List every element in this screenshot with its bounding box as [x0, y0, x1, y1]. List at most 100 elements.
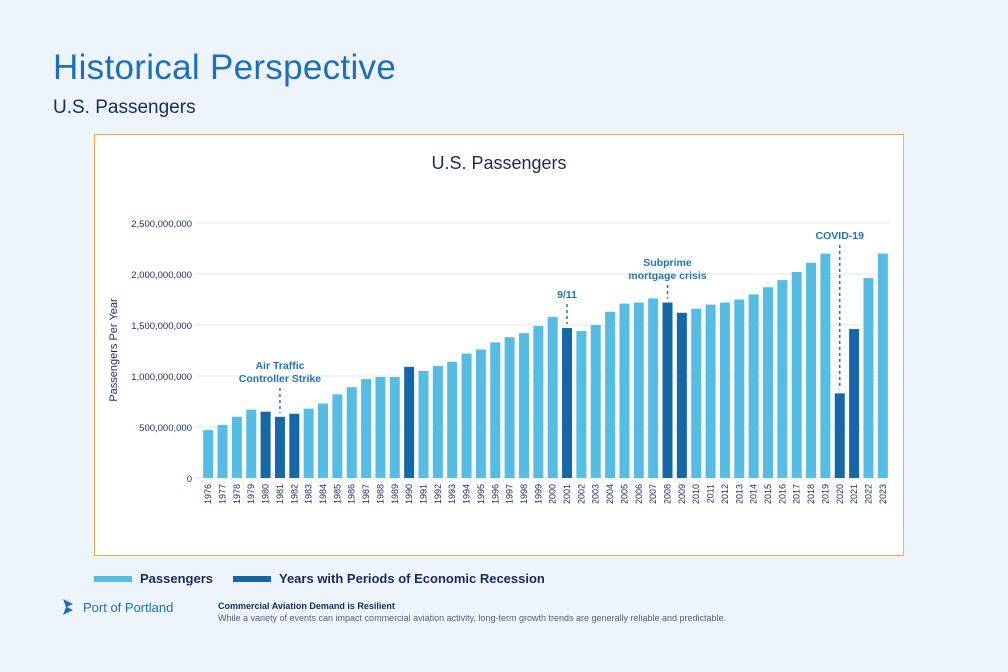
- page-title: Historical Perspective: [53, 48, 397, 87]
- bar-chart: U.S. Passengers Passengers Per Year 0 500,0…: [108, 153, 890, 504]
- x-tick-label: 2020: [835, 484, 845, 504]
- bar-2023: [877, 253, 888, 478]
- x-tick-label: 2015: [763, 484, 773, 504]
- x-tick-label: 1985: [332, 484, 342, 504]
- bar-2011: [705, 304, 716, 478]
- x-tick-label: 1997: [505, 484, 515, 504]
- x-tick-label: 2006: [634, 484, 644, 504]
- x-tick-label: 2001: [562, 484, 572, 504]
- bar-recession-2008: [662, 302, 673, 478]
- x-tick-label: 2018: [806, 484, 816, 504]
- x-tick-label: 2008: [663, 484, 673, 504]
- note-body: While a variety of events can impact com…: [218, 613, 727, 623]
- bar-1991: [418, 370, 429, 478]
- x-tick-label: 2003: [591, 484, 601, 504]
- legend-swatch-passengers: [94, 575, 132, 582]
- legend-label-recession: Years with Periods of Economic Recession: [279, 571, 545, 586]
- annotation-label-1981: Air Traffic: [255, 360, 304, 372]
- bar-2013: [734, 299, 745, 478]
- x-tick-label: 1977: [218, 484, 228, 504]
- x-tick-label: 2010: [691, 484, 701, 504]
- bar-1988: [375, 377, 386, 478]
- annotation-label-1981: Controller Strike: [239, 373, 321, 385]
- bar-recession-2021: [849, 329, 860, 478]
- bar-recession-1980: [260, 411, 271, 478]
- x-tick-label: 1978: [232, 484, 242, 504]
- legend-swatch-recession: [233, 575, 271, 582]
- bar-2005: [619, 303, 630, 478]
- y-tick-label: 1,500,000,000: [131, 321, 192, 332]
- x-tick-label: 2009: [677, 484, 687, 504]
- bar-2016: [777, 280, 788, 478]
- x-tick-label: 1991: [418, 484, 428, 504]
- footer-note: Commercial Aviation Demand is Resilient …: [218, 601, 726, 623]
- bar-2004: [605, 311, 616, 478]
- y-axis-label: Passengers Per Year: [108, 298, 120, 402]
- note-title: Commercial Aviation Demand is Resilient: [218, 601, 395, 611]
- x-tick-label: 1998: [519, 484, 529, 504]
- x-tick-label: 2016: [777, 484, 787, 504]
- bar-1997: [504, 337, 515, 478]
- bar-1977: [217, 424, 228, 478]
- x-tick-label: 1989: [390, 484, 400, 504]
- x-tick-label: 1999: [533, 484, 543, 504]
- bar-1978: [231, 416, 242, 478]
- x-tick-label: 2017: [792, 484, 802, 504]
- bar-recession-2009: [676, 312, 687, 478]
- x-tick-label: 2000: [548, 484, 558, 504]
- bar-2014: [748, 294, 759, 478]
- bar-2006: [633, 302, 644, 478]
- bar-1995: [475, 349, 486, 478]
- x-tick-label: 1988: [375, 484, 385, 504]
- legend-item-passengers: Passengers: [94, 571, 213, 586]
- x-tick-label: 2011: [706, 484, 716, 503]
- legend-label-passengers: Passengers: [140, 571, 213, 586]
- annotation-label-2001: 9/11: [557, 289, 577, 301]
- x-tick-label: 1993: [447, 484, 457, 504]
- x-tick-label: 2023: [878, 484, 888, 504]
- bar-2012: [719, 302, 730, 478]
- bar-2007: [648, 298, 659, 478]
- y-tick-label: 2,000,000,000: [131, 270, 192, 281]
- bar-1985: [332, 394, 343, 478]
- y-tick-label: 1,000,000,000: [131, 372, 192, 383]
- chart-container: U.S. Passengers Passengers Per Year 0 500,0…: [94, 134, 904, 556]
- legend-item-recession: Years with Periods of Economic Recession: [233, 571, 545, 586]
- x-tick-label: 1981: [275, 484, 285, 504]
- x-tick-label: 1992: [433, 484, 443, 504]
- x-tick-label: 2002: [576, 484, 586, 504]
- page-subtitle: U.S. Passengers: [53, 97, 196, 118]
- bar-2003: [590, 325, 601, 478]
- x-tick-label: 1980: [261, 484, 271, 504]
- x-tick-label: 2022: [863, 484, 873, 504]
- x-tick-label: 2005: [619, 484, 629, 504]
- annotation-label-2008: Subprime: [643, 257, 692, 269]
- bar-2018: [806, 262, 817, 478]
- x-tick-label: 1995: [476, 484, 486, 504]
- bar-recession-1982: [289, 413, 300, 478]
- x-tick-label: 2004: [605, 484, 615, 504]
- bar-1992: [432, 365, 443, 478]
- x-tick-label: 1996: [490, 484, 500, 504]
- x-tick-label: 1982: [289, 484, 299, 504]
- bar-1999: [533, 326, 544, 478]
- x-tick-label: 2013: [734, 484, 744, 504]
- port-of-portland-logo: Port of Portland: [61, 598, 173, 616]
- y-tick-label: 2,500,000,000: [131, 219, 192, 230]
- bar-2017: [791, 271, 802, 478]
- x-tick-label: 1986: [347, 484, 357, 504]
- x-tick-label: 2021: [849, 484, 859, 504]
- bar-1996: [490, 342, 501, 478]
- bar-1979: [246, 409, 257, 478]
- annotation-label-2020: COVID-19: [816, 230, 865, 242]
- bar-1994: [461, 353, 472, 478]
- bar-1976: [203, 430, 214, 478]
- y-tick-label: 500,000,000: [139, 423, 192, 434]
- logo-icon: [63, 599, 73, 615]
- bar-2002: [576, 331, 587, 478]
- x-tick-label: 2014: [749, 484, 759, 504]
- bar-recession-1981: [274, 416, 285, 478]
- bar-1993: [447, 361, 458, 478]
- bar-recession-2001: [562, 328, 573, 478]
- x-tick-label: 1984: [318, 484, 328, 504]
